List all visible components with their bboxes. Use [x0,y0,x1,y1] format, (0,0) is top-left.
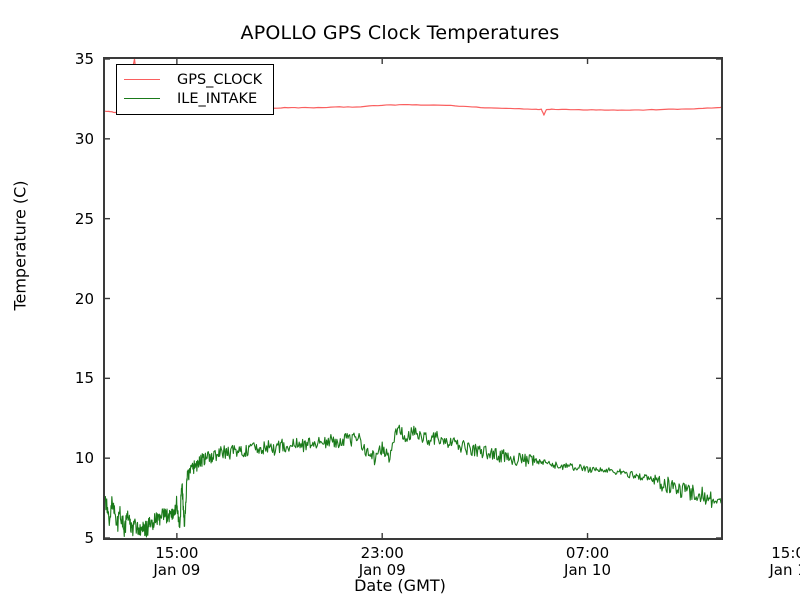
plot-area: GPS_CLOCK ILE_INTAKE [103,57,723,540]
y-tick-label: 35 [74,50,94,68]
legend-entry-gps-clock: GPS_CLOCK [124,70,262,89]
plot-canvas [105,59,721,538]
x-tick-date: Jan 10 [769,561,800,579]
legend-swatch-ile-intake [124,98,160,99]
x-tick-date: Jan 09 [153,561,201,579]
x-tick-time: 07:00 [565,544,610,562]
x-tick-time: 15:00 [771,544,800,562]
x-tick-label: 23:00 Jan 09 [359,545,406,579]
y-tick-label: 20 [74,289,94,308]
y-tick-label: 10 [74,449,94,468]
y-tick-label: 30 [74,129,94,148]
legend: GPS_CLOCK ILE_INTAKE [116,64,275,115]
x-tick-time: 23:00 [360,544,404,562]
y-tick-label: 25 [74,209,94,228]
legend-swatch-gps-clock [124,79,160,80]
chart-title: APOLLO GPS Clock Temperatures [240,22,560,44]
legend-label-ile-intake: ILE_INTAKE [177,90,258,107]
x-tick-time: 15:00 [155,544,199,562]
y-tick-label: 15 [74,369,94,388]
x-tick-label: 07:00 Jan 10 [564,545,611,579]
legend-label-gps-clock: GPS_CLOCK [177,71,263,88]
x-axis-label: Date (GMT) [354,576,446,595]
x-tick-date: Jan 10 [564,561,612,579]
y-axis-label: Temperature (C) [10,180,30,311]
y-tick-label: 5 [84,529,94,547]
legend-entry-ile-intake: ILE_INTAKE [124,89,262,108]
x-tick-label: 15:00 Jan 09 [153,545,200,579]
x-tick-date: Jan 09 [358,561,406,579]
series-line-ile-intake [105,424,721,538]
